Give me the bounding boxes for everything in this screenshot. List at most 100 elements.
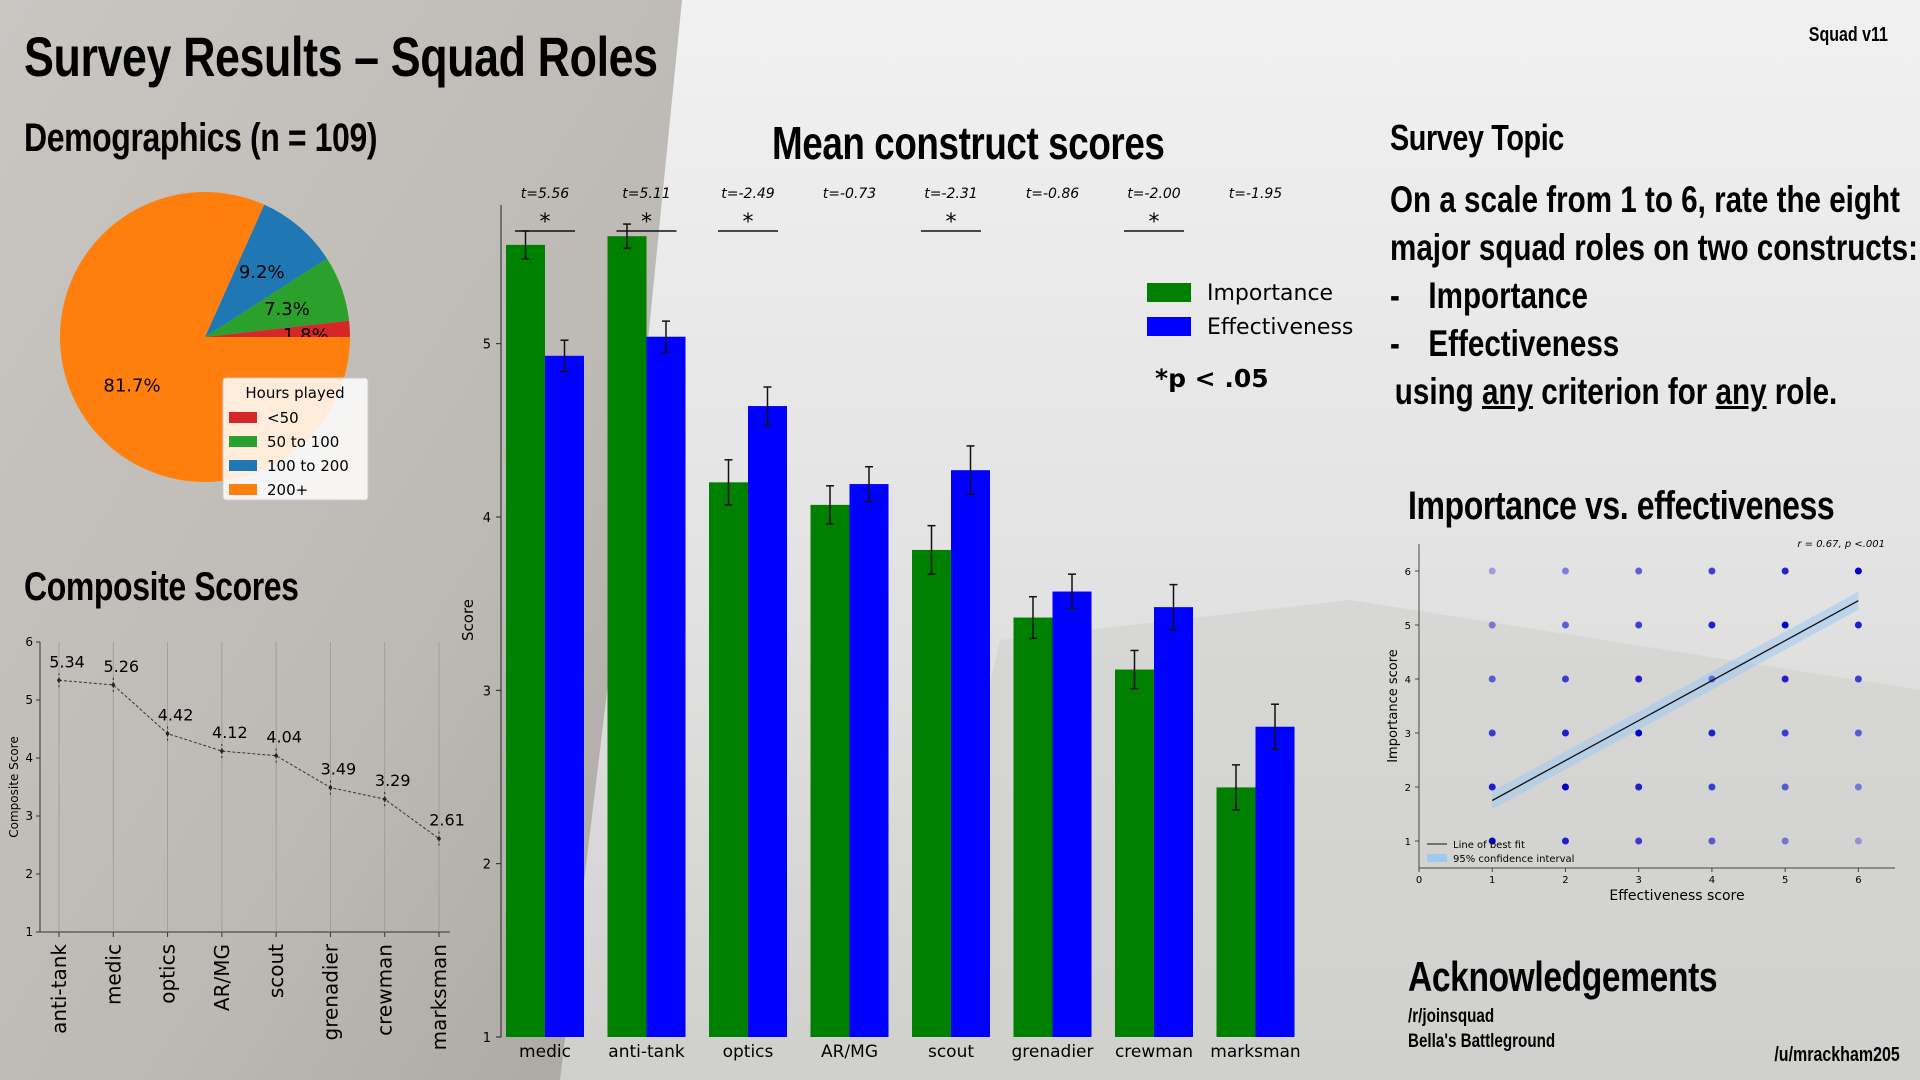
legend-title: Hours played [245, 384, 344, 402]
y-tick-label: 1 [1405, 837, 1411, 848]
t-value-label: t=5.56 [521, 186, 569, 202]
scatter-point [1561, 675, 1569, 683]
legend-swatch [229, 484, 257, 495]
composite-title: Composite Scores [24, 565, 299, 609]
scatter-point [1854, 621, 1862, 629]
acknowledgements-title: Acknowledgements [1408, 953, 1718, 1000]
composite-point [437, 836, 441, 841]
composite-point [220, 749, 224, 753]
bar-importance [810, 504, 850, 1037]
scatter-point [1854, 837, 1862, 845]
mean-scores-title: Mean construct scores [772, 117, 1165, 169]
y-tick-label: 5 [1405, 621, 1411, 632]
scatter-point [1708, 837, 1716, 845]
y-tick-label: 6 [25, 635, 33, 649]
x-tick-label: AR/MG [210, 944, 234, 1011]
scatter-point [1561, 729, 1569, 737]
legend-swatch [1147, 283, 1191, 302]
author-label: /u/mrackham205 [1774, 1044, 1900, 1066]
y-tick-label: 5 [25, 693, 33, 707]
t-value-label: t=-2.31 [924, 186, 977, 202]
y-tick-label: 4 [483, 511, 491, 526]
t-value-label: t=5.11 [622, 186, 670, 202]
scatter-point [1635, 837, 1643, 845]
x-tick-label: crewman [373, 944, 397, 1036]
survey-topic-title: Survey Topic [1390, 117, 1564, 158]
x-tick-label: marksman [427, 944, 451, 1050]
best-fit-line [1491, 600, 1859, 802]
bar-importance [1216, 787, 1256, 1037]
x-tick-label: 6 [1855, 875, 1861, 886]
bar-effectiveness [646, 336, 686, 1037]
y-tick-label: 2 [25, 867, 33, 881]
composite-value-label: 4.42 [158, 706, 194, 725]
legend-box [222, 377, 369, 501]
pie-legend: Hours played <50 50 to 100 100 to 200 200+ [222, 377, 369, 501]
t-value-label: t=-2.49 [721, 186, 775, 202]
composite-value-label: 4.04 [266, 728, 302, 747]
composite-value-label: 3.49 [321, 760, 357, 779]
y-axis-label: Composite Score [7, 736, 21, 837]
topic-line-5: using any criterion for any role. [1390, 368, 1886, 416]
legend-label: 50 to 100 [267, 433, 339, 451]
ack-item: Bella's Battleground [1408, 1031, 1556, 1052]
x-tick-label: grenadier [1011, 1042, 1093, 1062]
significance-marker: * [946, 210, 957, 235]
scatter-point [1781, 729, 1789, 737]
scatter-point [1561, 567, 1569, 575]
bar-legend: Importance Effectiveness [1147, 281, 1353, 340]
t-value-label: t=-0.73 [823, 186, 876, 202]
pie-slice-label: 7.3% [264, 299, 310, 320]
composite-value-label: 5.26 [103, 657, 139, 676]
topic-emphasis: any [1715, 371, 1767, 412]
scatter-point [1635, 621, 1643, 629]
scatter-point [1488, 621, 1496, 629]
x-tick-label: 5 [1782, 875, 1788, 886]
legend-label: 95% confidence interval [1453, 854, 1574, 865]
bar-importance [912, 549, 951, 1037]
x-tick-label: 2 [1562, 875, 1568, 886]
scatter-point [1488, 729, 1496, 737]
topic-line-2: major squad roles on two constructs: [1390, 227, 1918, 268]
x-tick-label: anti-tank [47, 944, 71, 1034]
pie-slice [205, 258, 350, 337]
scatter-point [1708, 729, 1716, 737]
x-tick-label: medic [101, 944, 125, 1005]
x-tick-label: grenadier [318, 943, 342, 1040]
x-axis-label: Effectiveness score [1609, 888, 1744, 904]
y-tick-label: 6 [1405, 567, 1411, 578]
bar-effectiveness [1052, 591, 1092, 1037]
topic-item-1: - Importance [1390, 272, 1886, 320]
scatter-point [1781, 621, 1789, 629]
significance-marker: * [540, 210, 551, 235]
x-tick-label: medic [519, 1042, 571, 1062]
scatter-point [1635, 729, 1643, 737]
y-tick-label: 3 [25, 809, 33, 823]
bar-effectiveness [748, 406, 787, 1037]
scatter-point [1561, 837, 1569, 845]
scatter-point [1561, 783, 1569, 791]
x-tick-label: AR/MG [821, 1042, 878, 1062]
y-tick-label: 1 [25, 925, 33, 939]
scatter-point [1708, 567, 1716, 575]
legend-label: Line of best fit [1453, 840, 1525, 851]
acknowledgements-list: /r/joinsquad Bella's Battleground [1408, 1004, 1555, 1054]
topic-item-2: - Effectiveness [1390, 320, 1886, 368]
topic-text: criterion for [1532, 371, 1716, 412]
scatter-point [1781, 837, 1789, 845]
significance-marker: * [641, 210, 652, 235]
ack-item: /r/joinsquad [1408, 1006, 1495, 1027]
y-axis-label: Importance score [1386, 649, 1401, 763]
scatter-point [1781, 783, 1789, 791]
version-label: Squad v11 [1808, 24, 1888, 46]
scatter-point [1488, 567, 1496, 575]
composite-value-label: 2.61 [429, 811, 465, 830]
y-axis-label: Score [459, 599, 477, 641]
y-tick-label: 2 [483, 858, 491, 873]
topic-line-1: On a scale from 1 to 6, rate the eight [1390, 179, 1900, 220]
bar-importance [607, 236, 647, 1037]
scatter-point [1635, 675, 1643, 683]
scatter-point [1854, 729, 1862, 737]
topic-text: using [1394, 371, 1482, 412]
